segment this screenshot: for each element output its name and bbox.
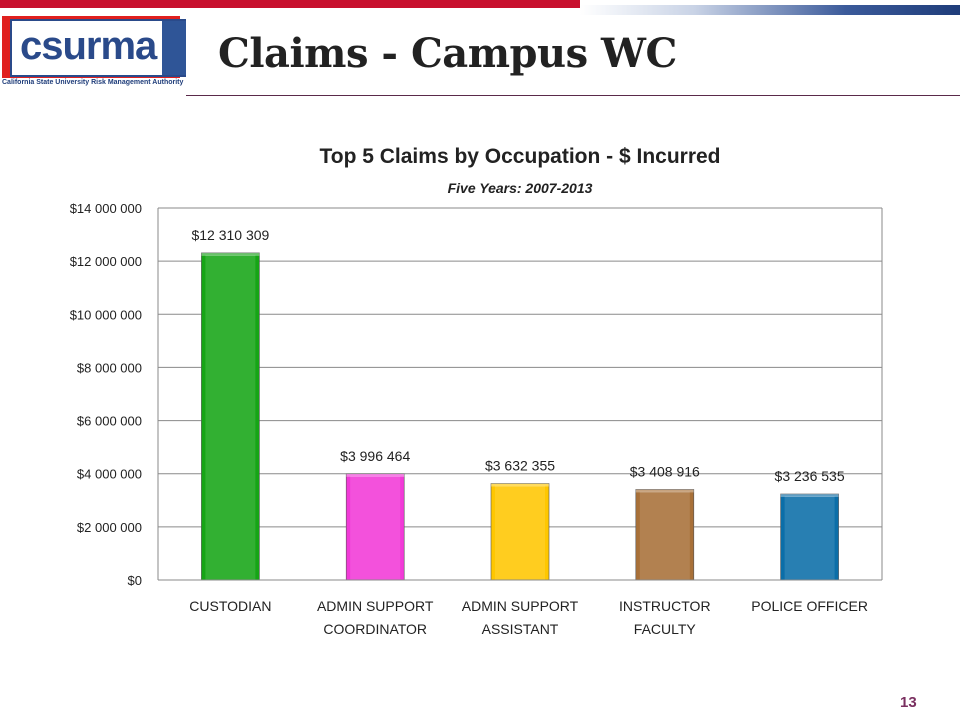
x-tick-label: POLICE OFFICER [751, 598, 868, 614]
y-tick-label: $10 000 000 [70, 307, 142, 322]
y-tick-label: $12 000 000 [70, 254, 142, 269]
data-label: $12 310 309 [191, 227, 269, 243]
bar-highlight [784, 496, 835, 580]
y-tick-label: $14 000 000 [70, 201, 142, 216]
bar-top-bevel [346, 473, 405, 477]
bar-top-bevel [201, 252, 260, 256]
title-rule [186, 95, 960, 96]
x-tick-label: ASSISTANT [482, 621, 559, 637]
bar [490, 483, 550, 581]
x-tick-label: CUSTODIAN [189, 598, 271, 614]
x-tick-label: FACULTY [634, 621, 697, 637]
chart-title: Top 5 Claims by Occupation - $ Incurred [319, 145, 720, 168]
logo-frame [10, 19, 186, 77]
x-tick-label: INSTRUCTOR [619, 598, 711, 614]
x-tick-label: ADMIN SUPPORT [317, 598, 434, 614]
page-title: Claims - Campus WC [218, 30, 677, 77]
chart-subtitle: Five Years: 2007-2013 [448, 180, 593, 196]
y-tick-label: $2 000 000 [77, 520, 142, 535]
top-red-bar [0, 0, 580, 8]
bar-highlight [350, 475, 401, 580]
data-label: $3 996 464 [340, 448, 410, 464]
page-number: 13 [900, 694, 917, 711]
bar-highlight [639, 491, 690, 580]
top-gradient-bar [580, 5, 960, 15]
bar-highlight [495, 485, 545, 580]
bar [780, 493, 839, 581]
bar-top-bevel [635, 489, 694, 493]
logo-wordmark: csurma [20, 24, 157, 68]
bar [635, 489, 695, 581]
x-tick-label: ADMIN SUPPORT [462, 598, 579, 614]
bar-top-bevel [780, 494, 839, 498]
y-tick-label: $0 [128, 573, 142, 588]
data-label: $3 408 916 [630, 463, 700, 479]
logo-tagline: California State University Risk Managem… [2, 79, 184, 86]
csurma-logo: csurma California State University Risk … [2, 16, 186, 90]
data-label: $3 632 355 [485, 457, 555, 473]
y-tick-label: $8 000 000 [77, 360, 142, 375]
data-label: $3 236 535 [775, 468, 845, 484]
bar-highlight [205, 254, 256, 580]
x-tick-label: COORDINATOR [323, 621, 427, 637]
y-tick-label: $6 000 000 [77, 414, 142, 429]
y-tick-label: $4 000 000 [77, 467, 142, 482]
bar-top-bevel [491, 483, 549, 487]
bar-chart: Top 5 Claims by Occupation - $ Incurred F… [70, 145, 883, 637]
